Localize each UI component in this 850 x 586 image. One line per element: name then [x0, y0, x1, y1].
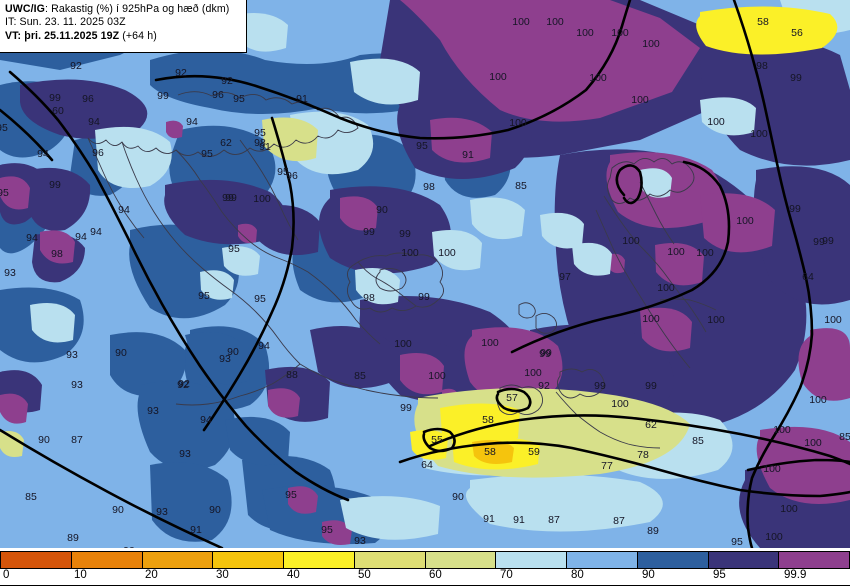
colorbar-tick-70: 70: [500, 569, 513, 581]
colorbar-tick-30: 30: [216, 569, 229, 581]
humidity-field-svg: [0, 0, 850, 548]
colorbar-tick-90: 90: [642, 569, 655, 581]
colorbar-segment-80-90[interactable]: [567, 552, 638, 568]
colorbar-tick-40: 40: [287, 569, 300, 581]
colorbar-segment-50-60[interactable]: [354, 552, 426, 568]
init-time-label: IT:: [5, 16, 17, 29]
map-canvas[interactable]: 9996929593949995989493909392999695929496…: [0, 0, 850, 548]
map-info-legend: UWC/IG: Rakastig (%) í 925hPa og hæð (dk…: [0, 0, 247, 53]
colorbar-tick-50: 50: [358, 569, 371, 581]
colorbar-segment-10-20[interactable]: [71, 552, 143, 568]
legend-init-line: IT: Sun. 23. 11. 2025 03Z: [5, 16, 241, 29]
valid-time-value: þri. 25.11.2025 19Z: [21, 29, 120, 42]
colorbar-segment-95-99.9[interactable]: [708, 552, 780, 568]
init-time-value: Sun. 23. 11. 2025 03Z: [16, 16, 126, 29]
colorbar-tick-labels: 0 10 20 30 40 50 60 70 80 90 95 99.9: [0, 569, 850, 586]
colorbar-tick-80: 80: [571, 569, 584, 581]
legend-valid-line: VT: þri. 25.11.2025 19Z (+64 h): [5, 30, 241, 43]
colorbar-tick-20: 20: [145, 569, 158, 581]
colorbar-tick-10: 10: [74, 569, 87, 581]
colorbar-segment-40-50[interactable]: [284, 552, 355, 568]
colorbar-tick-95: 95: [713, 569, 726, 581]
valid-time-lead: (+64 h): [119, 29, 157, 42]
colorbar-tick-0: 0: [3, 569, 10, 581]
colorbar-segment-0-10[interactable]: [1, 552, 72, 568]
legend-title-line: UWC/IG: Rakastig (%) í 925hPa og hæð (dk…: [5, 3, 241, 16]
colorbar-segment-60-70[interactable]: [425, 552, 497, 568]
colorbar-tick-60: 60: [429, 569, 442, 581]
colorbar-segment-70-80[interactable]: [496, 552, 567, 568]
colorbar-panel: 0 10 20 30 40 50 60 70 80 90 95 99.9: [0, 548, 850, 586]
colorbar-segment-30-40[interactable]: [213, 552, 284, 568]
colorbar-tick-99.9: 99.9: [784, 569, 807, 581]
colorbar-segment-99.9-100[interactable]: [779, 552, 849, 568]
relative-humidity-colorbar[interactable]: [0, 551, 850, 569]
colorbar-segment-20-30[interactable]: [142, 552, 214, 568]
colorbar-segment-90-95[interactable]: [637, 552, 709, 568]
model-name-label: UWC/IG: [5, 3, 46, 15]
legend-title-rest: : Rakastig (%) í 925hPa og hæð (dkm): [45, 3, 230, 15]
valid-time-label: VT:: [5, 29, 22, 42]
